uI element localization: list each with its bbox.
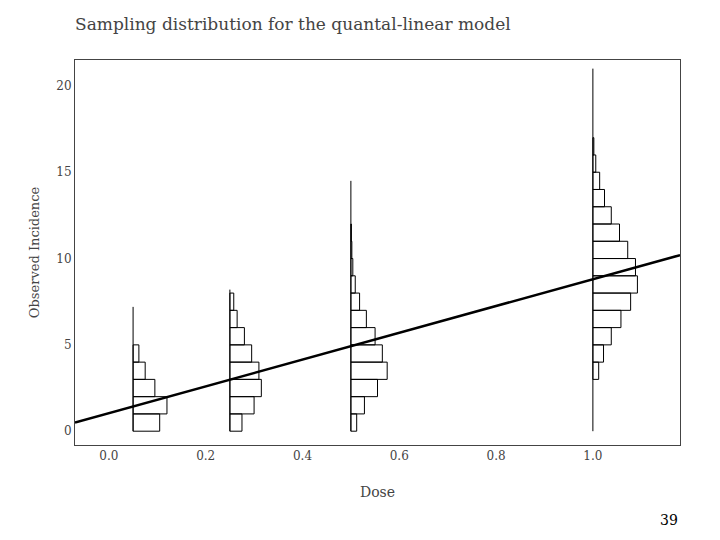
- svg-text:20: 20: [56, 79, 71, 93]
- svg-text:0.8: 0.8: [487, 449, 506, 463]
- svg-text:Dose: Dose: [360, 484, 395, 500]
- svg-text:10: 10: [56, 252, 71, 266]
- svg-text:0.2: 0.2: [196, 449, 215, 463]
- svg-text:0.4: 0.4: [293, 449, 312, 463]
- svg-text:1.0: 1.0: [583, 449, 602, 463]
- svg-text:0: 0: [64, 424, 72, 438]
- svg-text:Sampling distribution for the: Sampling distribution for the quantal-li…: [75, 14, 511, 34]
- svg-text:Observed Incidence: Observed Incidence: [27, 187, 42, 319]
- svg-text:0.0: 0.0: [99, 449, 118, 463]
- svg-text:39: 39: [660, 512, 678, 528]
- svg-text:5: 5: [64, 338, 72, 352]
- svg-text:15: 15: [56, 165, 71, 179]
- svg-text:0.6: 0.6: [390, 449, 409, 463]
